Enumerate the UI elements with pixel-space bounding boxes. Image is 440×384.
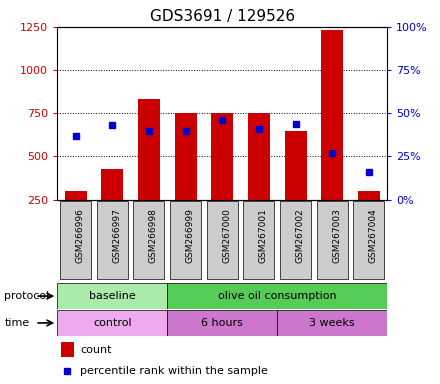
FancyBboxPatch shape [353,201,385,279]
Bar [211,113,233,200]
Bar [321,30,343,200]
Bar [138,99,160,200]
Text: GSM266996: GSM266996 [76,209,84,263]
Text: 6 hours: 6 hours [201,318,243,328]
Text: percentile rank within the sample: percentile rank within the sample [81,366,268,376]
Text: 3 weeks: 3 weeks [309,318,355,328]
Text: GSM266998: GSM266998 [149,209,158,263]
Text: GSM266997: GSM266997 [112,209,121,263]
FancyBboxPatch shape [133,201,165,279]
Title: GDS3691 / 129526: GDS3691 / 129526 [150,9,295,24]
Text: GSM267003: GSM267003 [332,209,341,263]
Bar [277,310,387,336]
Bar [57,283,167,309]
FancyBboxPatch shape [97,201,128,279]
FancyBboxPatch shape [280,201,311,279]
FancyBboxPatch shape [317,201,348,279]
FancyBboxPatch shape [243,201,275,279]
FancyBboxPatch shape [170,201,201,279]
FancyBboxPatch shape [60,201,91,279]
Bar [248,113,270,200]
Text: GSM267001: GSM267001 [259,209,268,263]
Bar [167,283,387,309]
Text: protocol: protocol [4,291,50,301]
Text: control: control [93,318,132,328]
Bar [61,342,74,357]
Bar [65,191,87,200]
Bar [167,310,277,336]
Text: olive oil consumption: olive oil consumption [218,291,337,301]
FancyBboxPatch shape [207,201,238,279]
Text: GSM267002: GSM267002 [296,209,304,263]
Bar [175,113,197,200]
Text: GSM267000: GSM267000 [222,209,231,263]
Text: GSM266999: GSM266999 [186,209,194,263]
Bar [57,310,167,336]
Text: baseline: baseline [89,291,136,301]
Text: GSM267004: GSM267004 [369,209,378,263]
Text: time: time [4,318,29,328]
Bar [358,191,380,200]
Bar [285,131,307,200]
Bar [101,169,123,200]
Text: count: count [81,345,112,355]
